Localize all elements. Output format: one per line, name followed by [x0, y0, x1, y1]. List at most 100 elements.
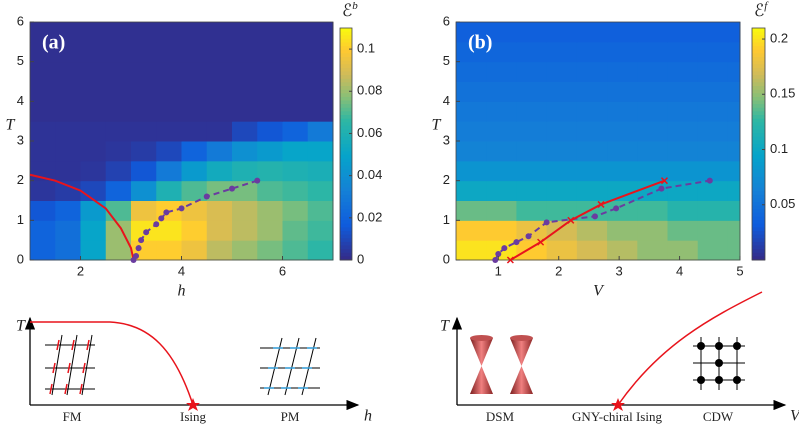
- heatmap-cell: [637, 141, 668, 162]
- heatmap-cell: [486, 41, 517, 63]
- colorbar-swatch: [752, 125, 765, 130]
- colorbar-swatch: [752, 31, 765, 36]
- heatmap-cell: [307, 61, 334, 82]
- colorbar-swatch: [340, 252, 352, 257]
- heatmap-cell: [232, 200, 258, 221]
- heatmap-cell: [80, 41, 107, 63]
- colorbar-swatch: [752, 241, 765, 246]
- heatmap-cell: [516, 41, 548, 63]
- colorbar-swatch: [752, 78, 765, 83]
- heatmap-cell: [607, 121, 638, 142]
- colorbar-swatch: [340, 238, 352, 243]
- y-tick-label: 3: [443, 132, 450, 147]
- heatmap-cell: [131, 81, 157, 102]
- y-tick-label: 6: [17, 13, 24, 28]
- heatmap-cell: [727, 101, 741, 122]
- heatmap-cell: [206, 220, 233, 241]
- heatmap-cell: [607, 180, 638, 201]
- heatmap-cell: [607, 22, 638, 43]
- heatmap-cell: [257, 41, 283, 63]
- heatmap-cell: [576, 41, 608, 63]
- colorbar-swatch: [752, 205, 765, 210]
- colorbar-swatch: [752, 169, 765, 174]
- colorbar-swatch: [340, 86, 352, 91]
- heatmap-cell: [181, 160, 208, 182]
- heatmap-cell: [637, 240, 668, 261]
- colorbar-swatch: [340, 216, 352, 221]
- heatmap-cell: [80, 22, 107, 43]
- point: [706, 177, 713, 184]
- heatmap-cell: [607, 220, 638, 241]
- heatmap-cell: [282, 61, 309, 82]
- point: [163, 209, 170, 216]
- heatmap-cell: [105, 180, 132, 201]
- heatmap-cell: [576, 240, 608, 261]
- heatmap-cell: [30, 141, 56, 162]
- colorbar-tick-label: 0.02: [357, 209, 382, 224]
- heatmap-cell: [456, 41, 487, 63]
- heatmap-cell: [181, 101, 208, 122]
- heatmap-cell: [456, 220, 487, 241]
- heatmap-cell: [156, 220, 182, 241]
- heatmap-cell: [516, 81, 548, 102]
- heatmap-cell: [105, 101, 132, 122]
- colorbar-swatch: [752, 191, 765, 196]
- curve: [29, 173, 135, 261]
- heatmap-cell: [486, 22, 517, 43]
- heatmap-cell: [697, 101, 729, 122]
- colorbar-swatch: [340, 96, 352, 101]
- heatmap-cell: [516, 121, 548, 142]
- colorbar-swatch: [340, 49, 352, 54]
- heatmap-cell: [131, 101, 157, 122]
- heatmap-cell: [257, 180, 283, 201]
- heatmap-cell: [257, 101, 283, 122]
- heatmap-cell: [80, 180, 107, 201]
- heatmap-cell: [697, 81, 729, 102]
- x-tick-label: 3: [616, 263, 623, 278]
- heatmap-cell: [456, 81, 487, 102]
- heatmap-cell: [80, 160, 107, 182]
- curve: [494, 179, 710, 261]
- point: [658, 185, 665, 192]
- colorbar-swatch: [340, 147, 352, 152]
- heatmap-cell: [30, 41, 56, 63]
- heatmap-cell: [232, 81, 258, 102]
- colorbar-swatch: [340, 191, 352, 196]
- heatmap-cell: [105, 81, 132, 102]
- colorbar-swatch: [340, 136, 352, 141]
- colorbar-superscript: b: [352, 0, 358, 12]
- heatmap-cell: [55, 180, 81, 201]
- heatmap-cell: [282, 22, 309, 43]
- heatmap-cell: [55, 200, 81, 221]
- heatmap-cell: [727, 61, 741, 82]
- colorbar-swatch: [752, 162, 765, 167]
- heatmap-cell: [456, 240, 487, 261]
- heatmap-cell: [637, 61, 668, 82]
- heatmap-cell: [576, 180, 608, 201]
- x-tick-label: 2: [77, 263, 84, 278]
- heatmap-cell: [667, 160, 699, 182]
- diagram-b: T V DSM GNY-chiral Ising CDW: [440, 291, 799, 425]
- heatmap-cell: [55, 220, 81, 241]
- heatmap-cell: [516, 200, 548, 221]
- heatmap-cell: [546, 141, 578, 162]
- colorbar-swatch: [340, 241, 352, 246]
- colorbar-swatch: [340, 38, 352, 43]
- heatmap-cell: [232, 121, 258, 142]
- heatmap-cell: [546, 180, 578, 201]
- point: [591, 213, 598, 220]
- heatmap-cell: [232, 141, 258, 162]
- colorbar-swatch: [752, 234, 765, 239]
- y-tick-label: 1: [443, 212, 450, 227]
- colorbar-swatch: [752, 60, 765, 65]
- heatmap-cell: [257, 121, 283, 142]
- heatmap-cell: [156, 121, 182, 142]
- colorbar-swatch: [752, 64, 765, 69]
- heatmap-cell: [576, 101, 608, 122]
- colorbar-swatch: [340, 57, 352, 62]
- colorbar-tick-label: 0.06: [357, 125, 382, 140]
- heatmap-cell: [576, 220, 608, 241]
- colorbar-swatch: [752, 35, 765, 40]
- heatmap-cell: [30, 220, 56, 241]
